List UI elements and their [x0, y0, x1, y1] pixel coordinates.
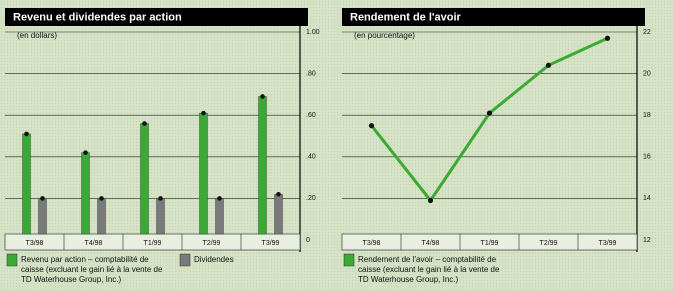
bar-cap	[83, 150, 88, 155]
x-tick-label: T1/99	[481, 240, 499, 247]
point	[545, 62, 552, 68]
chart-title: Rendement de l'avoir	[350, 11, 462, 23]
bar	[81, 152, 90, 235]
legend-label: Revenu par action – comptabilité de cais…	[21, 255, 163, 284]
bar	[38, 198, 47, 235]
title-bar	[342, 8, 645, 26]
bar-cap	[201, 110, 206, 116]
y-tick-label: 1.00	[306, 29, 320, 36]
point	[368, 123, 375, 129]
x-tick-label: T4/98	[85, 240, 103, 247]
bar	[199, 112, 208, 235]
legend-swatch	[179, 253, 191, 267]
x-tick-label: T3/99	[599, 240, 617, 247]
point	[427, 197, 434, 204]
bar	[22, 133, 31, 235]
y-tick-label: .60	[306, 112, 316, 119]
bar-cap	[158, 196, 163, 201]
y-tick-label: .20	[306, 195, 316, 202]
category-row	[4, 233, 301, 251]
bar	[156, 198, 165, 235]
bar-cap	[142, 121, 147, 126]
y-tick-label: 0	[306, 237, 310, 244]
x-tick-label: T2/99	[203, 240, 221, 247]
bar-cap	[217, 196, 222, 201]
category-row	[341, 233, 638, 251]
point	[604, 35, 611, 41]
bar-cap	[260, 94, 265, 99]
chart-subtitle: (en pourcentage)	[354, 31, 415, 40]
y-tick-label: 18	[643, 112, 651, 119]
x-tick-label: T3/98	[26, 240, 44, 247]
title-bar	[5, 8, 308, 26]
bar	[140, 123, 149, 235]
x-tick-label: T3/98	[363, 240, 381, 247]
y-tick-label: 16	[643, 154, 651, 161]
legend-swatch	[343, 253, 355, 267]
bar	[274, 194, 283, 235]
x-tick-label: T4/98	[422, 240, 440, 247]
bar-cap	[40, 196, 45, 201]
point	[486, 110, 493, 116]
x-tick-label: T2/99	[540, 240, 558, 247]
y-tick-label: 20	[643, 70, 651, 77]
legend-swatch	[6, 253, 18, 267]
y-tick-label: .40	[306, 154, 316, 161]
y-tick-label: 12	[643, 237, 651, 244]
y-tick-label: 14	[643, 195, 651, 202]
x-tick-label: T3/99	[262, 240, 280, 247]
chart-subtitle: (en dollars)	[17, 31, 57, 40]
bar-cap	[24, 131, 29, 137]
y-tick-label: 22	[643, 29, 651, 36]
y-tick-label: .80	[306, 70, 316, 77]
bar	[97, 198, 106, 235]
bar-cap	[99, 196, 104, 201]
bar	[215, 198, 224, 235]
chart-title: Revenu et dividendes par action	[13, 11, 182, 23]
line	[370, 36, 609, 204]
legend-label: Dividendes	[194, 255, 234, 264]
legend-label: Rendement de l'avoir – comptabilité de c…	[358, 255, 500, 284]
bar	[258, 96, 267, 235]
bar-cap	[276, 191, 281, 197]
x-tick-label: T1/99	[144, 240, 162, 247]
